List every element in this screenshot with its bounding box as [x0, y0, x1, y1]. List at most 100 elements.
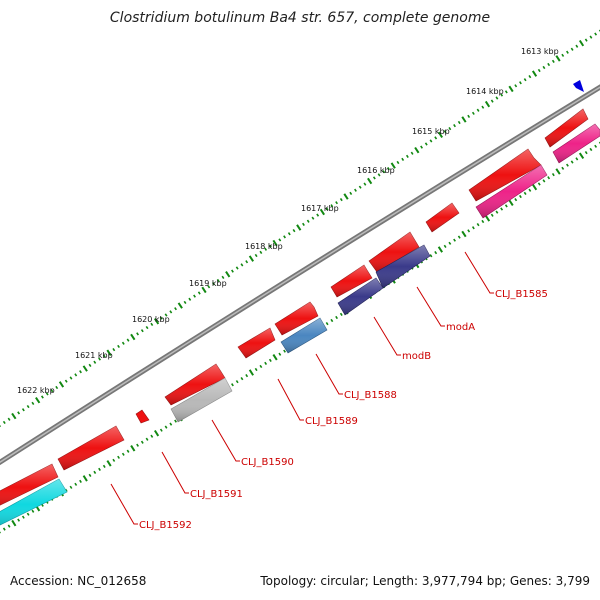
- gene-feature-clj-b1585[interactable]: [552, 123, 600, 164]
- minor-tick: [245, 260, 249, 264]
- major-tick: [343, 193, 349, 200]
- minor-tick: [79, 370, 82, 374]
- minor-tick: [377, 173, 381, 177]
- tick-label-1615: 1615 kbp: [412, 127, 450, 136]
- minor-tick: [330, 204, 334, 208]
- tick-label-1613: 1613 kbp: [521, 47, 559, 56]
- minor-tick: [528, 75, 532, 79]
- minor-tick: [396, 160, 400, 165]
- minor-tick: [443, 130, 447, 134]
- major-tick: [484, 100, 491, 108]
- minor-tick: [481, 219, 485, 224]
- minor-tick: [424, 142, 428, 146]
- minor-tick: [519, 194, 522, 199]
- gene-feature-clj-b1592[interactable]: [0, 478, 68, 530]
- major-tick: [484, 215, 491, 222]
- genome-backbone: [0, 84, 600, 466]
- minor-tick: [490, 99, 494, 103]
- major-tick: [272, 354, 278, 361]
- minor-tick: [287, 232, 291, 236]
- minor-tick: [264, 247, 268, 251]
- gene-label-moda[interactable]: modA: [446, 322, 475, 333]
- minor-tick: [410, 151, 414, 155]
- minor-tick: [358, 185, 362, 189]
- minor-tick: [145, 325, 149, 330]
- minor-tick: [363, 182, 367, 186]
- minor-tick: [594, 144, 598, 148]
- major-tick: [153, 429, 160, 437]
- minor-tick: [306, 219, 310, 223]
- gene-label-clj-b1588[interactable]: CLJ_B1588: [344, 390, 397, 401]
- minor-tick: [169, 310, 173, 314]
- minor-tick: [339, 197, 343, 202]
- major-tick: [414, 146, 420, 154]
- major-tick: [106, 460, 112, 467]
- minor-tick: [183, 300, 187, 305]
- minor-tick: [98, 467, 101, 471]
- minor-tick: [17, 518, 21, 522]
- minor-tick: [401, 157, 405, 162]
- minor-tick: [207, 285, 211, 289]
- gene-feature-clj-b1588[interactable]: [280, 317, 328, 354]
- cds-feature[interactable]: [425, 202, 460, 233]
- minor-tick: [561, 53, 565, 57]
- minor-tick: [387, 167, 390, 171]
- minor-tick: [197, 291, 201, 295]
- minor-tick: [21, 515, 25, 519]
- gene-label-clj-b1585[interactable]: CLJ_B1585: [495, 289, 548, 300]
- minor-tick: [434, 136, 438, 140]
- minor-tick: [174, 419, 177, 423]
- gene-feature-extra[interactable]: [475, 164, 548, 219]
- gene-label-clj-b1591[interactable]: CLJ_B1591: [190, 489, 243, 500]
- minor-tick: [453, 238, 456, 242]
- minor-tick: [74, 482, 78, 486]
- minor-tick: [504, 204, 508, 208]
- minor-tick: [570, 160, 574, 164]
- minor-tick: [31, 509, 35, 513]
- outer-cds-track: [0, 108, 589, 510]
- minor-tick: [117, 344, 120, 349]
- gene-feature-modb[interactable]: [337, 277, 384, 316]
- gene-feature-moda[interactable]: [375, 244, 431, 289]
- map-title: Clostridium botulinum Ba4 str. 657, comp…: [110, 10, 490, 26]
- minor-tick: [330, 318, 334, 323]
- tick-label-1619: 1619 kbp: [189, 279, 227, 288]
- cds-feature[interactable]: [0, 463, 59, 510]
- minor-tick: [372, 176, 376, 180]
- gene-label-modb[interactable]: modB: [402, 351, 431, 362]
- minor-tick: [565, 163, 569, 167]
- minor-tick: [121, 341, 125, 345]
- minor-tick: [17, 411, 21, 415]
- gene-label-clj-b1589[interactable]: CLJ_B1589: [305, 416, 358, 427]
- cds-feature[interactable]: [468, 148, 542, 202]
- cds-feature[interactable]: [135, 409, 150, 424]
- minor-tick: [26, 512, 30, 516]
- minor-tick: [21, 408, 25, 412]
- gene-label-clj-b1590[interactable]: CLJ_B1590: [241, 457, 294, 468]
- minor-tick: [88, 473, 92, 477]
- minor-tick: [551, 59, 555, 64]
- minor-tick: [448, 241, 452, 245]
- cds-feature[interactable]: [330, 264, 373, 298]
- cds-feature[interactable]: [237, 327, 276, 359]
- minor-tick: [528, 188, 532, 192]
- cds-feature[interactable]: [368, 231, 420, 273]
- minor-tick: [7, 417, 11, 421]
- minor-tick: [335, 201, 339, 205]
- major-tick: [153, 318, 160, 325]
- minor-tick: [467, 114, 471, 118]
- gene-label-clj-b1592[interactable]: CLJ_B1592: [139, 520, 192, 531]
- minor-tick: [584, 150, 588, 155]
- cds-feature[interactable]: [164, 363, 226, 406]
- major-tick: [58, 381, 65, 388]
- minor-tick: [476, 223, 480, 227]
- cds-feature[interactable]: [274, 301, 319, 336]
- cds-feature[interactable]: [544, 108, 589, 148]
- minor-tick: [150, 322, 154, 327]
- minor-tick: [26, 404, 30, 409]
- cds-feature[interactable]: [57, 425, 125, 471]
- major-tick: [508, 85, 514, 93]
- minor-tick: [594, 32, 598, 36]
- minor-tick: [231, 383, 234, 387]
- gene-feature-clj-b1590[interactable]: [170, 377, 233, 423]
